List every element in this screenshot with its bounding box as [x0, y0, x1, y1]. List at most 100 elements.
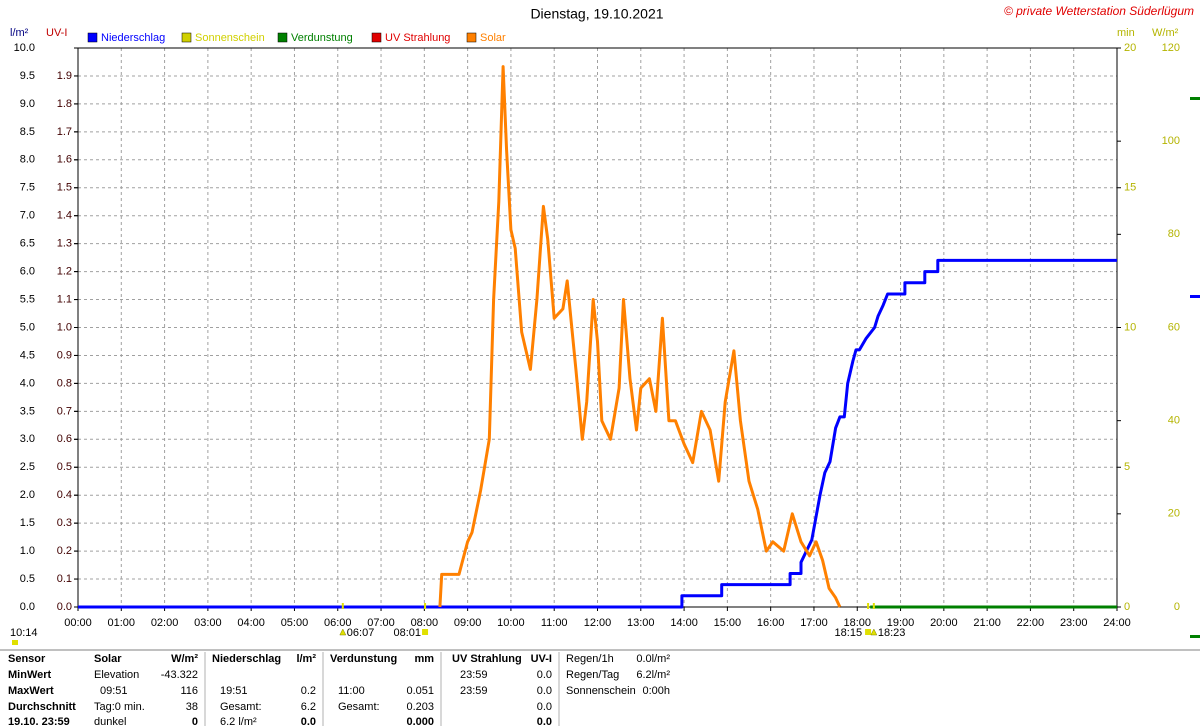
x-tick-label: 04:00 [237, 617, 265, 629]
x-tick-label: 19:00 [887, 617, 915, 629]
y-tick-label: 1.9 [57, 70, 72, 82]
series-line [78, 258, 1117, 609]
x-tick-label: 16:00 [757, 617, 785, 629]
y-tick-label: 0.7 [57, 405, 72, 417]
marker [12, 640, 18, 645]
table-cell: 09:51 [100, 685, 128, 697]
y-tick-label: 0.0 [20, 601, 35, 613]
table-cell: dunkel [94, 716, 126, 726]
table-cell: Sonnenschein [566, 685, 636, 697]
table-cell: UV Strahlung [452, 653, 522, 665]
legend-swatch [466, 32, 477, 43]
y-tick-label: 20 [1168, 508, 1180, 520]
y-tick-label: 8.0 [20, 154, 35, 166]
table-cell: Gesamt: [220, 701, 262, 713]
table-cell: 0.0 [537, 716, 552, 726]
side-marker [1190, 635, 1200, 638]
y-tick-label: 60 [1168, 321, 1180, 333]
table-cell: 19.10. 23:59 [8, 716, 70, 726]
y-tick-label: 3.5 [20, 405, 35, 417]
y-tick-label: 1.4 [57, 210, 72, 222]
table-cell: 0.051 [406, 685, 434, 697]
y-tick-label: 4.5 [20, 349, 35, 361]
x-tick-label: 14:00 [670, 617, 698, 629]
sun-marker [865, 629, 872, 635]
y-tick-label: 3.0 [20, 433, 35, 445]
y-tick-label: 5 [1124, 461, 1130, 473]
table-cell: Verdunstung [330, 653, 397, 665]
y-tick-label: 0.0 [57, 601, 72, 613]
y-tick-label: 0.9 [57, 349, 72, 361]
table-cell: Tag:0 min. [94, 701, 145, 713]
y-tick-label: 5.5 [20, 293, 35, 305]
table-cell: 23:59 [460, 669, 488, 681]
y-tick-label: 2.5 [20, 461, 35, 473]
table-cell: W/m² [171, 653, 198, 665]
x-tick-label: 03:00 [194, 617, 222, 629]
y-tick-label: 6.0 [20, 266, 35, 278]
table-cell: Regen/Tag [566, 669, 619, 681]
y-tick-label: 0.3 [57, 517, 72, 529]
table-cell: 0:00h [642, 685, 670, 697]
y-tick-label: 20 [1124, 42, 1136, 54]
y-tick-label: 9.5 [20, 70, 35, 82]
sun-time: 08:01 [394, 627, 422, 639]
table-cell: Solar [94, 653, 122, 665]
sun-marker [870, 628, 878, 636]
y-tick-label: 0 [1124, 601, 1130, 613]
y-tick-label: 40 [1168, 415, 1180, 427]
table-cell: 0.0 [537, 685, 552, 697]
y-tick-label: 0 [1174, 601, 1180, 613]
y-tick-label: 0.5 [57, 461, 72, 473]
x-tick-label: 20:00 [930, 617, 958, 629]
y-tick-label: 0.1 [57, 573, 72, 585]
y-tick-label: 5.0 [20, 321, 35, 333]
legend-label: Niederschlag [101, 32, 165, 44]
table-cell: 0.0l/m² [636, 653, 670, 665]
table-cell: Gesamt: [338, 701, 380, 713]
sun-time: 18:15 [835, 627, 863, 639]
y-tick-label: 0.6 [57, 433, 72, 445]
legend-label: Solar [480, 32, 506, 44]
x-tick-label: 13:00 [627, 617, 655, 629]
x-tick-label: 07:00 [367, 617, 395, 629]
x-tick-label: 23:00 [1060, 617, 1088, 629]
sun-time: 18:23 [878, 627, 906, 639]
x-tick-label: 11:00 [541, 617, 568, 629]
axis-title: min [1117, 27, 1135, 39]
y-tick-label: 9.0 [20, 98, 35, 110]
y-tick-label: 80 [1168, 228, 1180, 240]
y-tick-label: 120 [1162, 42, 1180, 54]
y-tick-label: 7.0 [20, 210, 35, 222]
y-tick-label: 10 [1124, 321, 1136, 333]
legend-swatch [277, 32, 288, 43]
y-tick-label: 0.8 [57, 377, 72, 389]
y-tick-label: 8.5 [20, 126, 35, 138]
x-tick-label: 12:00 [584, 617, 612, 629]
legend-swatch [371, 32, 382, 43]
table-cell: 116 [180, 685, 198, 697]
table-cell: 0.0 [301, 716, 316, 726]
y-tick-label: 6.5 [20, 238, 35, 250]
y-tick-label: 0.2 [57, 545, 72, 557]
y-tick-label: 1.8 [57, 98, 72, 110]
table-cell: Niederschlag [212, 653, 281, 665]
chart-title: Dienstag, 19.10.2021 [530, 6, 663, 22]
legend-label: UV Strahlung [385, 32, 450, 44]
y-tick-label: 100 [1162, 135, 1180, 147]
table-cell: 38 [186, 701, 198, 713]
y-tick-label: 15 [1124, 182, 1136, 194]
table-cell: 0.203 [406, 701, 434, 713]
y-tick-label: 2.0 [20, 489, 35, 501]
table-cell: 11:00 [338, 685, 365, 697]
y-tick-label: 0.5 [20, 573, 35, 585]
x-tick-label: 17:00 [800, 617, 828, 629]
axis-title: W/m² [1152, 27, 1179, 39]
axis-title: UV-I [46, 27, 67, 39]
y-tick-label: 1.5 [20, 517, 35, 529]
x-tick-label: 01:00 [108, 617, 136, 629]
axis-title: l/m² [10, 27, 29, 39]
x-tick-label: 24:00 [1103, 617, 1131, 629]
y-tick-label: 1.5 [57, 182, 72, 194]
